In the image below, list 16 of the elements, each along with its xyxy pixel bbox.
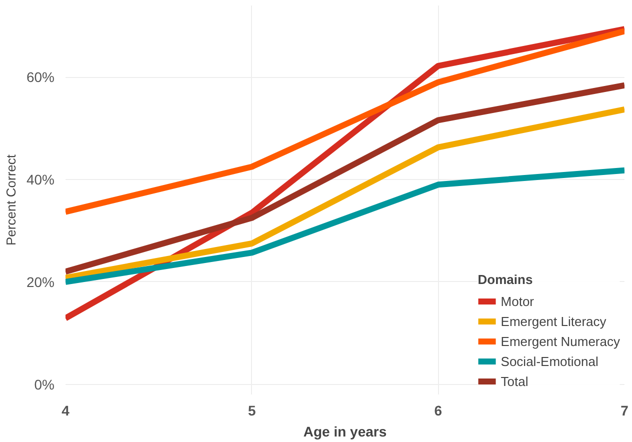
legend-label: Motor xyxy=(500,294,534,308)
y-axis-title: Percent Correct xyxy=(3,154,18,246)
y-tick-label: 20% xyxy=(26,274,55,290)
y-tick-label: 0% xyxy=(34,376,54,392)
x-axis-title: Age in years xyxy=(303,424,387,440)
y-tick-label: 60% xyxy=(26,69,55,86)
x-tick-label: 4 xyxy=(62,402,70,418)
legend-label: Emergent Numeracy xyxy=(500,334,620,348)
legend-label: Emergent Literacy xyxy=(500,314,606,328)
legend-title: Domains xyxy=(478,272,534,287)
x-tick-label: 7 xyxy=(620,402,629,418)
legend-label: Social-Emotional xyxy=(500,354,598,368)
y-tick-label: 40% xyxy=(26,172,55,188)
x-tick-label: 5 xyxy=(248,402,256,418)
legend-label: Total xyxy=(500,374,528,388)
x-tick-label: 6 xyxy=(434,402,442,418)
